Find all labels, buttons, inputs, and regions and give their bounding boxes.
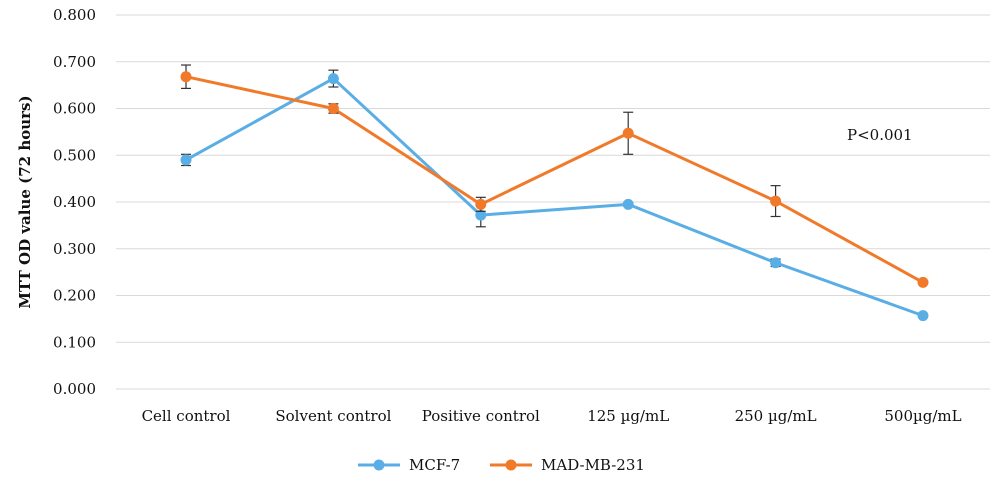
y-tick-label: 0.300: [53, 240, 96, 258]
data-point-mad-mb-231: [327, 103, 339, 114]
p-value-annotation: P<0.001: [847, 126, 913, 144]
legend-label: MAD-MB-231: [541, 456, 645, 474]
legend-item-mad-mb-231: MAD-MB-231: [490, 456, 645, 474]
legend-marker: [505, 459, 517, 471]
data-point-mcf-7: [770, 257, 782, 269]
series-mad-mb-231: [180, 64, 929, 288]
data-point-mad-mb-231: [622, 127, 634, 139]
y-tick-label: 0.100: [53, 333, 96, 351]
y-tick-label: 0.400: [53, 193, 96, 211]
data-point-mcf-7: [180, 154, 192, 166]
legend: MCF-7 MAD-MB-231: [358, 456, 645, 474]
series-layer: [180, 64, 929, 322]
data-point-mad-mb-231: [770, 195, 782, 207]
y-tick-label: 0.600: [53, 100, 96, 118]
series-line-mad-mb-231: [185, 75, 924, 284]
data-point-mad-mb-231: [917, 276, 929, 288]
data-point-mcf-7: [622, 198, 634, 210]
legend-item-mcf-7: MCF-7: [358, 456, 460, 474]
data-point-mad-mb-231: [180, 71, 192, 83]
x-tick-label: 250 µg/mL: [735, 407, 817, 425]
y-tick-label: 0.200: [53, 287, 96, 305]
y-axis-ticks: 0.000 0.100 0.200 0.300 0.400 0.500 0.600 0.700…: [53, 6, 96, 398]
y-tick-label: 0.000: [53, 380, 96, 398]
data-point-mad-mb-231: [475, 198, 487, 210]
x-tick-label: 125 µg/mL: [587, 407, 669, 425]
y-axis-label: MTT OD value (72 hours): [16, 95, 34, 308]
x-tick-label: Cell control: [142, 407, 231, 425]
data-point-mcf-7: [917, 310, 929, 322]
series-mcf-7: [180, 69, 929, 322]
y-tick-label: 0.500: [53, 146, 96, 164]
x-tick-label: Positive control: [422, 407, 540, 425]
legend-label: MCF-7: [409, 456, 460, 474]
x-axis-ticks: Cell control Solvent control Positive cont…: [142, 407, 962, 425]
legend-marker: [373, 459, 385, 471]
grid-layer: [116, 14, 990, 390]
x-tick-label: Solvent control: [275, 407, 391, 425]
x-tick-label: 500µg/mL: [884, 407, 961, 425]
data-point-mcf-7: [475, 209, 487, 221]
data-point-mcf-7: [327, 73, 339, 85]
series-line-mcf-7: [185, 77, 924, 318]
y-tick-label: 0.700: [53, 53, 96, 71]
y-tick-label: 0.800: [53, 6, 96, 24]
